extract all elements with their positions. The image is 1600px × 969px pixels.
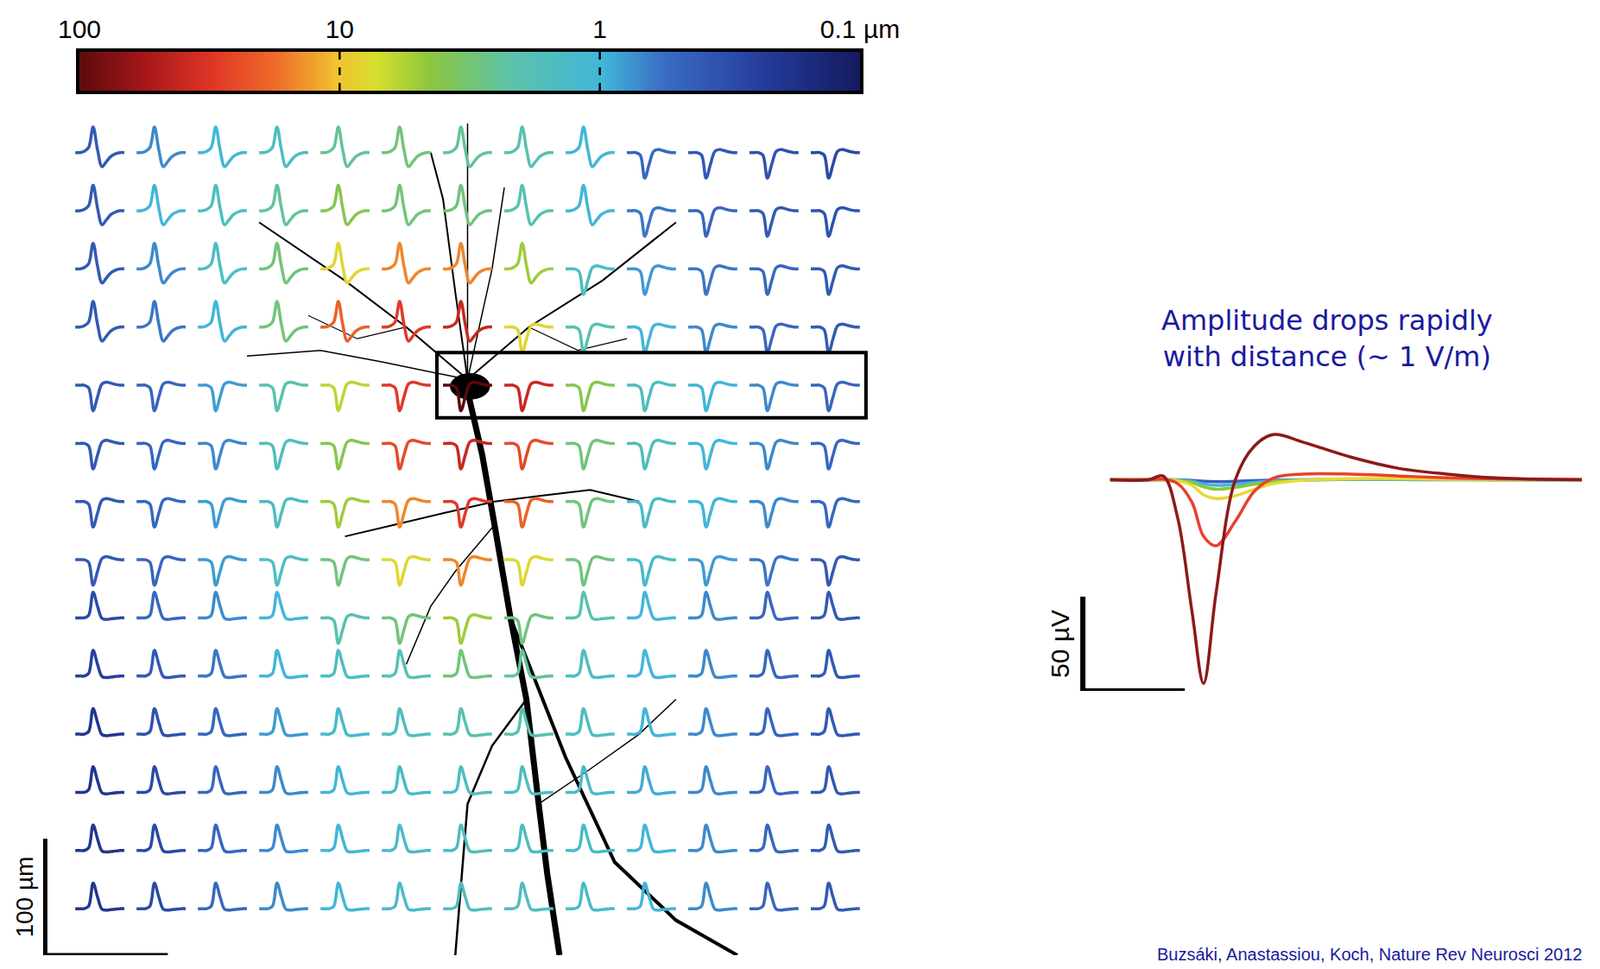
svg-text:100 µm: 100 µm: [11, 856, 38, 938]
svg-text:Buzsáki, Anastassiou, Koch, Na: Buzsáki, Anastassiou, Koch, Nature Rev N…: [1157, 944, 1582, 964]
svg-text:0.1 µm: 0.1 µm: [820, 14, 900, 44]
svg-text:10: 10: [325, 14, 355, 44]
svg-text:100: 100: [57, 14, 102, 44]
svg-text:1: 1: [592, 14, 608, 44]
svg-text:50 µV: 50 µV: [1045, 609, 1075, 678]
svg-text:Amplitude drops rapidlywith di: Amplitude drops rapidlywith distance (~ …: [1161, 303, 1493, 374]
